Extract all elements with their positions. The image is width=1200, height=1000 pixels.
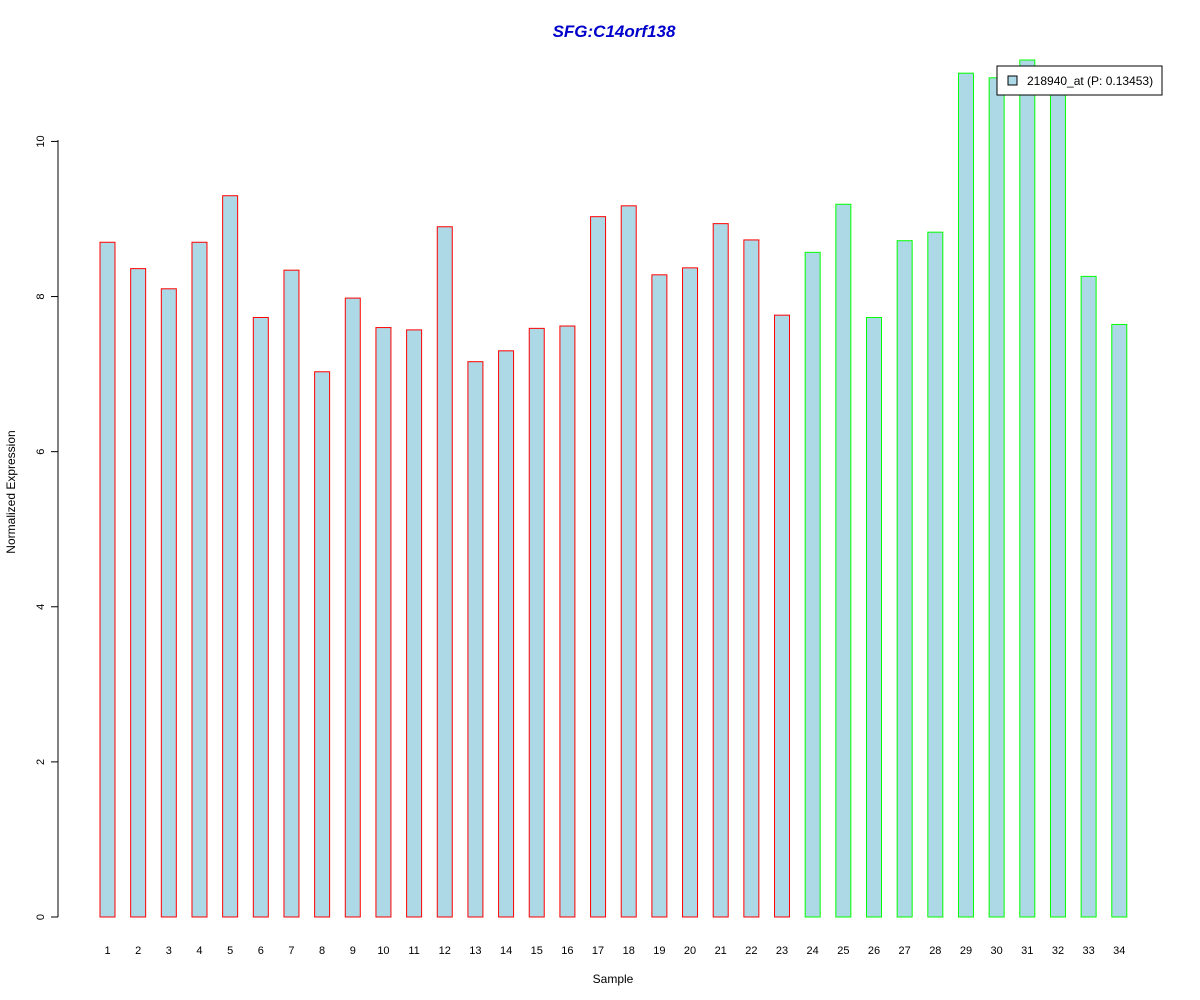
bar-sample-2 [130,268,147,918]
bar-sample-27 [896,240,913,918]
bar-sample-1 [99,241,116,918]
x-tick-label: 11 [408,945,419,957]
x-tick-label: 23 [776,945,788,957]
y-tick-label: 6 [35,449,47,455]
bar-sample-18 [620,205,637,918]
bar-sample-32 [1049,85,1066,918]
bar-sample-26 [866,316,882,918]
x-tick-label: 30 [991,945,1003,957]
bar-sample-14 [498,350,515,918]
x-tick-label: 26 [868,945,880,957]
bar-sample-15 [528,327,545,918]
bar-sample-6 [252,316,269,918]
bar-sample-7 [283,269,300,918]
x-tick-label: 14 [500,945,512,957]
y-tick-label: 4 [35,604,47,610]
legend-box [996,65,1163,96]
bar-sample-31 [1019,59,1036,918]
x-tick-label: 33 [1082,945,1094,957]
chart-title: SFG:C14orf138 [553,22,676,41]
x-tick-label: 24 [807,945,819,957]
x-tick-label: 25 [837,945,849,957]
x-tick-label: 8 [319,945,325,957]
bar-sample-22 [743,239,760,918]
x-tick-label: 22 [745,945,757,957]
bar-sample-21 [712,223,729,918]
bar-sample-19 [651,274,668,918]
bar-sample-13 [467,361,484,918]
x-tick-label: 18 [623,945,635,957]
x-tick-label: 3 [166,945,172,957]
x-tick-label: 21 [715,945,727,957]
bar-sample-12 [436,226,453,918]
x-tick-label: 10 [377,945,389,957]
legend-swatch [1007,75,1018,86]
x-tick-label: 13 [469,945,481,957]
bar-sample-16 [559,325,576,918]
legend: 218940_at (P: 0.13453) [996,65,1163,96]
y-axis-title: Normalized Expression [4,430,18,553]
x-tick-label: 1 [104,945,110,957]
x-tick-label: 4 [196,945,202,957]
bar-sample-9 [344,297,361,918]
bar-sample-28 [927,231,944,918]
bar-sample-3 [160,288,177,918]
x-tick-label: 34 [1113,945,1125,957]
x-tick-label: 7 [288,945,294,957]
y-tick-label: 0 [35,914,47,920]
bar-sample-29 [957,72,974,918]
x-tick-label: 28 [929,945,941,957]
x-tick-label: 32 [1052,945,1064,957]
bar-sample-8 [314,371,331,918]
x-axis-title: Sample [593,972,634,986]
x-tick-label: 2 [135,945,141,957]
bar-sample-33 [1080,275,1097,918]
x-tick-label: 19 [653,945,665,957]
x-tick-label: 31 [1021,945,1033,957]
x-tick-label: 12 [439,945,451,957]
bar-sample-17 [590,216,607,918]
bar-sample-4 [191,241,208,918]
bar-sample-5 [222,195,239,918]
y-tick-label: 2 [35,759,47,765]
bar-sample-25 [835,203,852,918]
legend-label: 218940_at (P: 0.13453) [1027,74,1153,88]
y-axis-ticks: 0 2 4 6 8 10 [35,135,58,920]
x-axis-tick-labels: 1 2 3 4 5 6 7 8 9 10 11 12 13 14 15 16 17 18 19 20 21 22 23 24 2… [104,945,1125,957]
x-tick-label: 5 [227,945,233,957]
bars-group [99,59,1128,918]
x-tick-label: 29 [960,945,972,957]
x-tick-label: 15 [531,945,543,957]
bar-sample-11 [406,329,423,918]
bar-sample-10 [375,327,392,918]
x-tick-label: 9 [350,945,356,957]
bar-sample-24 [804,251,821,918]
bar-sample-30 [988,77,1005,918]
bar-sample-20 [682,267,699,918]
x-tick-label: 6 [258,945,264,957]
x-tick-label: 17 [592,945,604,957]
bar-sample-34 [1111,323,1128,918]
y-tick-label: 10 [35,135,47,147]
y-tick-label: 8 [35,293,47,299]
x-tick-label: 27 [899,945,911,957]
x-tick-label: 16 [561,945,573,957]
x-tick-label: 20 [684,945,696,957]
bar-sample-23 [774,314,791,918]
